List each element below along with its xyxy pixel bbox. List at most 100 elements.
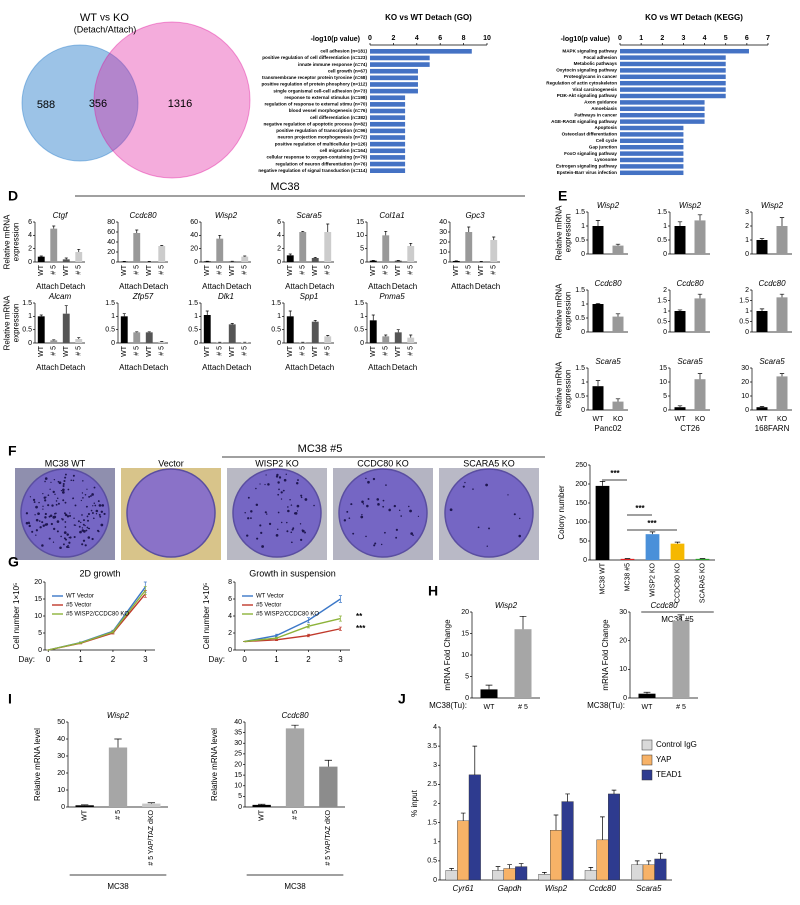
bar bbox=[120, 316, 128, 343]
bar bbox=[145, 261, 153, 262]
x-tick-label: WT bbox=[259, 809, 266, 821]
bar bbox=[370, 88, 418, 94]
colony bbox=[25, 521, 29, 525]
colony bbox=[374, 542, 377, 545]
colony bbox=[31, 530, 34, 533]
y-tick-label: 35 bbox=[234, 729, 242, 736]
category-label: Oxytocin signaling pathway bbox=[556, 68, 617, 73]
y-tick-label: 1 bbox=[581, 379, 585, 386]
colony bbox=[42, 493, 44, 495]
colony bbox=[72, 474, 75, 477]
y-tick-label: 0 bbox=[360, 340, 364, 347]
bar bbox=[550, 830, 563, 881]
x-tick-label: # 5 bbox=[242, 346, 249, 356]
group-label: Detach bbox=[143, 363, 168, 372]
legend-label: WT Vector bbox=[66, 594, 94, 600]
error-bar bbox=[611, 789, 617, 794]
legend-label: TEAD1 bbox=[656, 770, 682, 779]
x-tick-label: WISP2 KO bbox=[649, 562, 656, 596]
y-tick-label: 10 bbox=[34, 613, 42, 620]
colony bbox=[35, 505, 38, 509]
colony bbox=[41, 521, 44, 524]
chart-title: Wisp2 bbox=[679, 201, 702, 210]
bar bbox=[620, 132, 684, 137]
y-tick-label: 0 bbox=[28, 259, 32, 266]
x-tick-label: WT bbox=[121, 264, 128, 276]
chart-title: Wisp2 bbox=[215, 211, 238, 220]
error-bar bbox=[326, 335, 330, 337]
y-tick-label: 0 bbox=[623, 695, 627, 702]
bar bbox=[370, 55, 430, 61]
error-bar bbox=[114, 738, 122, 748]
y-tick-label: 1.5 bbox=[575, 287, 585, 294]
colony bbox=[380, 543, 383, 546]
colony bbox=[67, 546, 70, 549]
category-label: AGE-RAGE signaling pathway bbox=[551, 119, 617, 124]
bar bbox=[299, 342, 307, 343]
colony bbox=[300, 494, 303, 497]
bar bbox=[37, 256, 45, 262]
panel-letter: F bbox=[8, 443, 17, 459]
colony bbox=[57, 502, 60, 505]
error-bar bbox=[122, 313, 126, 317]
colony bbox=[382, 505, 385, 508]
colony bbox=[81, 514, 83, 516]
bar bbox=[311, 321, 319, 343]
group-label: Attach bbox=[368, 282, 391, 291]
bar bbox=[228, 324, 236, 343]
bar bbox=[638, 693, 656, 698]
group-label: Detach bbox=[392, 363, 417, 372]
error-bar bbox=[147, 331, 151, 333]
bar bbox=[631, 864, 644, 881]
error-bar bbox=[205, 310, 209, 315]
legend-label: YAP bbox=[656, 755, 671, 764]
plate-well bbox=[338, 468, 428, 558]
y-tick-label: 1.5 bbox=[22, 300, 32, 307]
category-label: innate immune response (n=74) bbox=[298, 62, 368, 67]
colony bbox=[55, 500, 58, 502]
x-tick-label: 0 bbox=[242, 655, 247, 664]
colony bbox=[299, 523, 302, 525]
colony bbox=[63, 479, 66, 483]
y-tick-label: 15 bbox=[234, 772, 242, 779]
group-header: MC38 bbox=[270, 181, 299, 193]
colony bbox=[53, 515, 57, 519]
y-tick-label: 250 bbox=[575, 462, 587, 469]
colony bbox=[42, 505, 44, 508]
bar bbox=[382, 336, 390, 343]
x-tick-label: Scara5 bbox=[636, 884, 662, 893]
chart-title: Ccdc80 bbox=[281, 711, 309, 720]
error-bar bbox=[677, 614, 685, 621]
x-tick-label: WT bbox=[121, 345, 128, 357]
bar bbox=[584, 870, 597, 881]
colony bbox=[246, 534, 249, 537]
x-tick-label: WT bbox=[370, 345, 377, 357]
error-bar bbox=[495, 866, 501, 871]
error-bar bbox=[615, 313, 621, 317]
y-axis-label: Relative mRNA bbox=[555, 205, 564, 260]
error-bar bbox=[111, 630, 115, 634]
colony bbox=[385, 484, 387, 486]
colony bbox=[85, 505, 88, 508]
bar bbox=[457, 820, 470, 881]
error-bar bbox=[275, 633, 279, 638]
y-tick-label: 2 bbox=[663, 287, 667, 294]
x-tick-label: SCARA5 KO bbox=[699, 562, 706, 603]
error-bar bbox=[324, 759, 332, 767]
category-label: Axon guidance bbox=[584, 100, 617, 105]
error-bar bbox=[518, 863, 524, 867]
bar bbox=[642, 864, 655, 881]
series-line bbox=[48, 590, 146, 651]
colony bbox=[472, 488, 474, 490]
colony bbox=[89, 495, 92, 497]
colony bbox=[81, 543, 84, 546]
bar bbox=[369, 320, 377, 343]
y-tick-label: 1 bbox=[111, 313, 115, 320]
colony bbox=[295, 482, 299, 485]
x-tick-label: # 5 bbox=[134, 265, 141, 275]
y-tick-label: 0 bbox=[663, 329, 667, 336]
y-tick-label: 0.5 bbox=[739, 318, 749, 325]
colony bbox=[304, 531, 306, 534]
x-tick-label: WT bbox=[146, 345, 153, 357]
